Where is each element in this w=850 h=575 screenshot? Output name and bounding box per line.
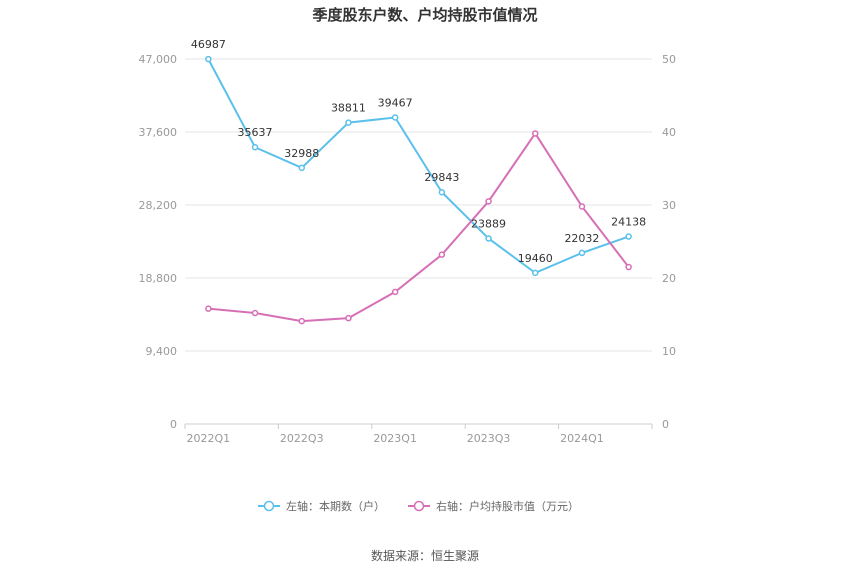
data-label: 38811 [331,102,366,115]
data-point[interactable] [532,269,539,277]
right-tick-label: 0 [662,418,669,431]
left-axis: 0 9,400 18,800 28,200 37,600 47,000 [139,53,178,431]
data-labels: 46987 35637 32988 38811 39467 29843 23889 19460… [191,38,646,265]
x-tick-label: 2022Q3 [280,432,324,445]
right-tick-label: 20 [662,272,676,285]
legend-marker [263,500,275,512]
data-point[interactable] [298,164,305,172]
data-point[interactable] [438,251,446,258]
x-axis: 2022Q1 2022Q3 2023Q1 2023Q3 2024Q1 [184,424,653,445]
left-tick-label: 9,400 [146,345,178,358]
legend-label: 右轴：户均持股市值（万元） [436,499,579,513]
data-label: 32988 [284,147,319,160]
data-label: 22032 [564,232,599,245]
data-point[interactable] [578,249,586,257]
x-tick-label: 2023Q3 [467,432,511,445]
legend-label: 左轴：本期数（户） [286,499,385,513]
data-point[interactable] [251,309,259,317]
data-label: 24138 [611,216,646,229]
right-axis: 0 10 20 30 40 50 [662,53,676,431]
legend[interactable]: 左轴：本期数（户） 右轴：户均持股市值（万元） [258,499,579,513]
legend-item-2[interactable]: 右轴：户均持股市值（万元） [408,499,579,513]
data-point[interactable] [625,233,632,240]
grid [185,58,652,425]
data-label: 39467 [378,97,413,110]
left-tick-label: 37,600 [139,126,178,139]
series-group [205,55,632,325]
left-tick-label: 28,200 [139,199,178,212]
x-tick-label: 2022Q1 [187,432,231,445]
data-label: 29843 [424,171,459,184]
data-label: 19460 [518,252,553,265]
data-point[interactable] [578,203,586,210]
series-line-1 [207,58,629,275]
data-label: 23889 [471,217,506,230]
source-note: 数据来源：恒生聚源 [371,548,479,563]
left-tick-label: 0 [170,418,177,431]
data-point[interactable] [205,55,212,63]
data-label: 46987 [191,38,226,51]
data-point[interactable] [625,263,632,271]
x-tick-label: 2023Q1 [373,432,417,445]
data-point[interactable] [251,143,259,151]
data-point[interactable] [532,130,539,137]
data-point[interactable] [391,114,399,121]
x-tick-label: 2024Q1 [560,432,604,445]
data-point[interactable] [391,288,399,296]
right-tick-label: 30 [662,199,676,212]
right-tick-label: 50 [662,53,676,66]
legend-marker [413,500,425,512]
data-point[interactable] [205,305,212,312]
chart-title: 季度股东户数、户均持股市值情况 [312,6,537,24]
data-point[interactable] [345,119,352,126]
data-point[interactable] [298,317,305,325]
data-point[interactable] [485,235,492,242]
right-tick-label: 40 [662,126,676,139]
series-line-2 [208,131,630,323]
data-point[interactable] [438,188,446,196]
right-tick-label: 10 [662,345,676,358]
data-point[interactable] [485,198,492,205]
data-label: 35637 [238,126,273,139]
legend-item-1[interactable]: 左轴：本期数（户） [258,499,385,513]
left-tick-label: 18,800 [139,272,178,285]
data-point[interactable] [345,314,352,322]
left-tick-label: 47,000 [139,53,178,66]
